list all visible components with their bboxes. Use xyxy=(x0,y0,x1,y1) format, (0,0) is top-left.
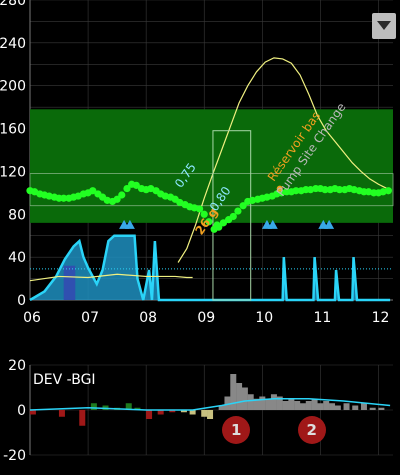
y-tick-label: 80 xyxy=(8,207,26,223)
dev-bar xyxy=(236,383,243,410)
y-tick-label: 0 xyxy=(17,293,26,309)
dev-bar xyxy=(360,403,367,410)
dev-bar xyxy=(230,374,237,410)
y-tick-label: 120 xyxy=(0,164,26,180)
glucose-dot xyxy=(195,205,204,213)
dev-y-tick-label: 0 xyxy=(17,403,26,419)
dev-bar xyxy=(334,405,341,410)
y-tick-label: 40 xyxy=(8,250,26,266)
dev-bar xyxy=(378,407,385,410)
glucose-dot xyxy=(292,187,300,195)
dev-bar xyxy=(157,410,164,415)
glucose-dot xyxy=(60,194,68,202)
target-range-band xyxy=(30,109,393,223)
dev-bar xyxy=(29,410,36,415)
x-tick-label: 12 xyxy=(372,310,390,326)
dev-bar xyxy=(317,403,324,410)
dev-bar xyxy=(294,401,301,410)
dev-bar xyxy=(169,410,176,413)
dev-bar xyxy=(241,387,248,410)
dev-bar xyxy=(369,407,376,410)
bolus-triangle xyxy=(124,219,135,229)
dev-y-tick-label: -20 xyxy=(3,448,26,464)
dev-bar xyxy=(201,410,208,417)
dev-y-tick-label: 20 xyxy=(8,358,26,374)
carbs-dot xyxy=(213,221,221,229)
target-band xyxy=(29,109,394,223)
dev-bar xyxy=(253,398,260,410)
dev-bar xyxy=(90,403,97,410)
y-tick-label: 240 xyxy=(0,36,26,52)
dev-bar xyxy=(311,398,318,410)
dev-bar xyxy=(247,394,254,410)
glucose-dot xyxy=(205,218,213,226)
glucose-dot xyxy=(239,202,247,210)
glucose-dot xyxy=(321,186,329,194)
annotation-marker[interactable]: 2 xyxy=(297,416,326,444)
x-tick-label: 08 xyxy=(139,310,157,326)
dev-bar xyxy=(189,410,196,415)
x-tick-label: 11 xyxy=(313,310,331,326)
chart-menu-button[interactable] xyxy=(372,13,396,39)
dev-trend-line xyxy=(29,398,391,411)
bolus-triangle xyxy=(324,219,335,229)
bolus-triangle xyxy=(267,219,278,229)
annotation-marker[interactable]: 1 xyxy=(222,416,251,444)
chevron-down-icon xyxy=(377,21,391,30)
activity-box xyxy=(212,130,252,301)
glucose-dot xyxy=(118,191,126,199)
dev-bar xyxy=(146,410,153,419)
dev-bar xyxy=(207,410,214,419)
y-tick-label: 200 xyxy=(0,79,26,95)
dev-bar xyxy=(270,394,277,410)
dev-bar xyxy=(134,407,141,410)
dev-bar xyxy=(323,401,330,410)
x-tick-label: 10 xyxy=(255,310,273,326)
glucose-dot xyxy=(219,219,228,227)
iob-line xyxy=(29,273,193,282)
dev-bar xyxy=(259,396,266,410)
glucose-dot xyxy=(200,210,208,218)
dev-bar xyxy=(218,405,225,410)
dev-chart-label: DEV -BGI xyxy=(33,372,96,388)
glucose-dot xyxy=(132,181,140,189)
glucose-dot xyxy=(89,187,97,195)
glucose-dot xyxy=(384,187,392,195)
x-tick-label: 07 xyxy=(81,310,99,326)
x-tick-label: 06 xyxy=(23,310,41,326)
glucose-dot xyxy=(229,212,237,221)
glucose-dot xyxy=(113,195,121,203)
dev-bar xyxy=(343,403,350,410)
dev-bar xyxy=(58,410,65,417)
dev-bar xyxy=(79,410,86,426)
y-tick-label: 280 xyxy=(0,0,26,9)
glucose-dot xyxy=(123,184,131,193)
dev-bar xyxy=(125,403,132,410)
x-tick-label: 09 xyxy=(197,310,215,326)
y-tick-label: 160 xyxy=(0,122,26,138)
bolus-block xyxy=(63,265,76,300)
glucose-dot xyxy=(335,186,344,194)
dev-bar xyxy=(180,410,187,413)
dev-bar xyxy=(305,401,312,410)
basal-line xyxy=(29,234,391,302)
dev-bar xyxy=(288,398,295,410)
dev-bar xyxy=(282,401,289,410)
dev-bar xyxy=(299,403,306,410)
dev-bar xyxy=(276,396,283,410)
dev-bar xyxy=(224,396,231,410)
dev-bar xyxy=(265,398,272,410)
dev-series xyxy=(29,374,391,426)
main-series xyxy=(26,57,393,302)
dev-bar xyxy=(352,405,359,410)
basal-area xyxy=(30,235,391,300)
current-glucose-dot xyxy=(276,185,283,192)
dev-bar xyxy=(329,403,336,410)
glucose-dot xyxy=(234,207,242,215)
